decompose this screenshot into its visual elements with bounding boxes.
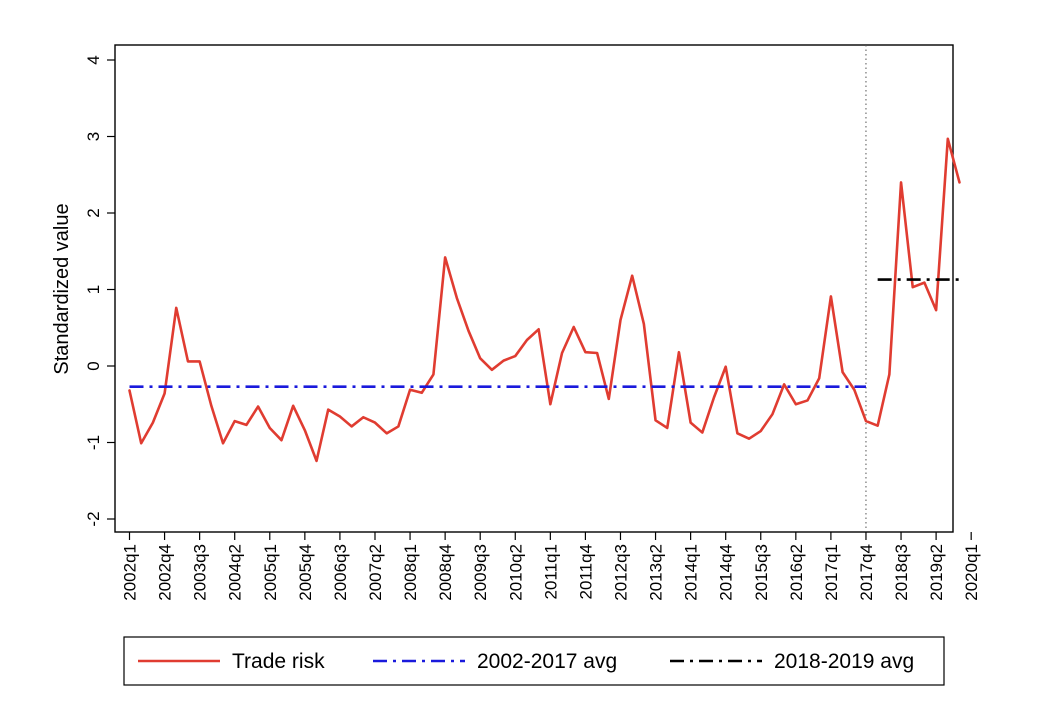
legend: Trade risk 2002-2017 avg 2018-2019 avg bbox=[123, 636, 945, 686]
x-tick-label: 2013q2 bbox=[647, 544, 666, 601]
legend-label: Trade risk bbox=[232, 650, 325, 673]
series-line-trade-risk bbox=[128, 137, 961, 463]
x-tick-label: 2010q2 bbox=[506, 544, 525, 601]
y-tick-label: -1 bbox=[84, 435, 103, 450]
y-tick-label: 4 bbox=[84, 55, 103, 64]
x-tick-label: 2008q1 bbox=[401, 544, 420, 601]
legend-box bbox=[123, 636, 945, 686]
x-tick-label: 2016q2 bbox=[787, 544, 806, 601]
x-tick-label: 2011q1 bbox=[541, 544, 560, 599]
legend-label: 2018-2019 avg bbox=[774, 650, 914, 673]
x-axis: 2002q1 2002q4 2003q3 2004q2 2005q1 2005q4 2006… bbox=[121, 532, 981, 601]
plot-frame bbox=[114, 44, 954, 533]
x-tick-label: 2004q2 bbox=[226, 544, 245, 601]
x-tick-label: 2015q3 bbox=[752, 544, 771, 601]
x-tick-label: 2017q4 bbox=[857, 544, 876, 601]
x-tick-label: 2005q4 bbox=[296, 544, 315, 601]
x-tick-label: 2003q3 bbox=[191, 544, 210, 601]
x-tick-label: 2020q1 bbox=[962, 544, 981, 601]
y-tick-label: 3 bbox=[84, 132, 103, 141]
x-tick-label: 2017q1 bbox=[822, 544, 841, 601]
x-tick-label: 2007q2 bbox=[366, 544, 385, 601]
legend-label: 2002-2017 avg bbox=[477, 650, 617, 673]
x-tick-label: 2012q3 bbox=[611, 544, 630, 601]
x-tick-label: 2006q3 bbox=[331, 544, 350, 601]
y-tick-label: 0 bbox=[84, 361, 103, 370]
plot-layer bbox=[128, 45, 961, 532]
x-tick-label: 2019q2 bbox=[927, 544, 946, 601]
x-tick-label: 2002q4 bbox=[156, 544, 175, 601]
x-tick-label: 2011q4 bbox=[576, 544, 595, 599]
x-tick-label: 2005q1 bbox=[261, 544, 280, 601]
y-tick-label: -2 bbox=[84, 511, 103, 526]
y-axis: -2 -1 0 1 2 3 4 bbox=[84, 55, 115, 527]
x-tick-label: 2009q3 bbox=[471, 544, 490, 601]
x-tick-label: 2018q3 bbox=[892, 544, 911, 601]
y-tick-label: 1 bbox=[84, 285, 103, 294]
x-tick-label: 2014q4 bbox=[717, 544, 736, 601]
y-tick-label: 2 bbox=[84, 208, 103, 217]
x-tick-label: 2002q1 bbox=[121, 544, 140, 601]
x-tick-label: 2008q4 bbox=[436, 544, 455, 601]
x-tick-label: 2014q1 bbox=[682, 544, 701, 601]
y-axis-title: Standardized value bbox=[51, 203, 73, 374]
